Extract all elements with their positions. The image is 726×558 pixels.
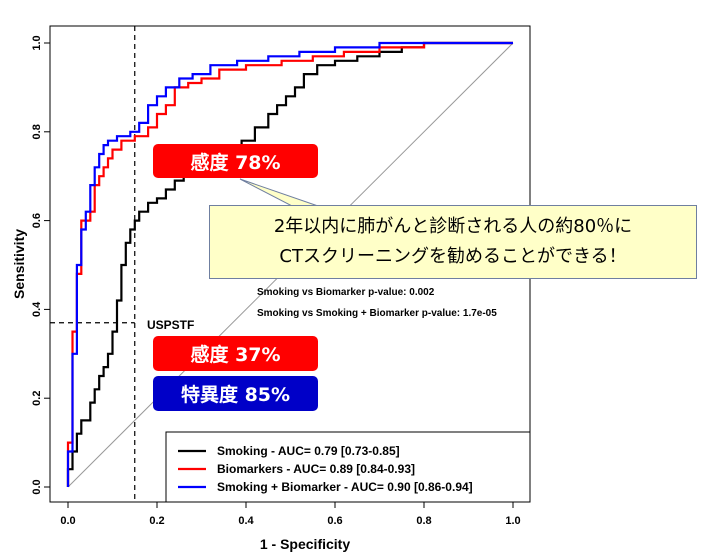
conclusion-line-2: CTスクリーニングを勧めることができる！	[279, 246, 627, 267]
x-tick-label: 1.0	[505, 515, 520, 527]
pvalue-text-2: Smoking vs Smoking + Biomarker p-value: …	[257, 308, 497, 319]
x-tick-label: 0.6	[327, 515, 342, 527]
conclusion-note: 2年以内に肺がんと診断される人の約80％に CTスクリーニングを勧めることができ…	[209, 205, 697, 279]
pvalue-text-1: Smoking vs Biomarker p-value: 0.002	[257, 287, 435, 298]
legend: Smoking - AUC= 0.79 [0.73-0.85] Biomarker…	[165, 431, 531, 503]
y-tick-label: 0.0	[31, 479, 43, 494]
y-axis-title: Sensitivity	[11, 229, 27, 299]
sensitivity-78-callout: 感度 78%	[153, 144, 318, 178]
y-tick-label: 0.2	[31, 391, 43, 406]
x-axis-title: 1 - Specificity	[260, 536, 350, 552]
y-tick-label: 1.0	[31, 35, 43, 50]
series-line-biomarkers	[66, 41, 513, 487]
y-tick-label: 0.4	[31, 301, 43, 317]
sensitivity-37-callout: 感度 37%	[153, 336, 318, 371]
x-tick-label: 0.0	[60, 515, 75, 527]
series-line-smoking-biomarker	[66, 41, 513, 487]
uspstf-label: USPSTF	[147, 318, 194, 332]
y-axis: 0.0 0.2 0.4 0.6 0.8 1.0	[31, 35, 51, 495]
legend-label-smoking: Smoking - AUC= 0.79 [0.73-0.85]	[217, 444, 400, 458]
specificity-85-callout: 特異度 85%	[153, 376, 318, 411]
x-tick-label: 0.4	[238, 515, 254, 527]
x-tick-label: 0.8	[416, 515, 431, 527]
legend-label-biomarkers: Biomarkers - AUC= 0.89 [0.84-0.93]	[217, 462, 415, 476]
conclusion-line-1: 2年以内に肺がんと診断される人の約80％に	[273, 216, 633, 237]
y-tick-label: 0.8	[31, 124, 43, 139]
y-tick-label: 0.6	[31, 213, 43, 228]
x-axis: 0.0 0.2 0.4 0.6 0.8 1.0	[60, 501, 521, 527]
series-line-smoking	[66, 41, 513, 487]
x-tick-label: 0.2	[149, 515, 164, 527]
legend-label-smoking-biomarker: Smoking + Biomarker - AUC= 0.90 [0.86-0.…	[217, 480, 473, 494]
series-layer	[66, 41, 513, 487]
note-pointer	[239, 178, 319, 207]
